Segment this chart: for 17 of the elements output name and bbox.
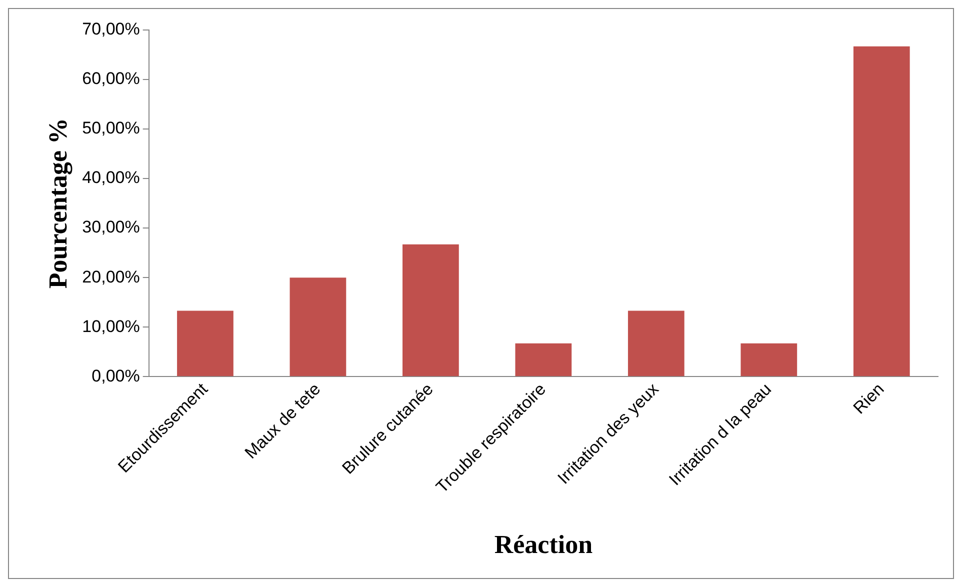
- y-axis-title: Pourcentage %: [43, 118, 72, 289]
- y-tick-label: 60,00%: [82, 69, 140, 88]
- bar: [628, 310, 684, 376]
- y-tick-label: 70,00%: [82, 20, 140, 39]
- y-tick-label: 40,00%: [82, 168, 140, 188]
- y-tick-label: 50,00%: [82, 118, 140, 138]
- bar: [177, 310, 234, 376]
- bar: [515, 343, 572, 376]
- x-axis-title: Réaction: [494, 530, 594, 560]
- y-tick-label: 30,00%: [82, 218, 140, 237]
- y-tick-label: 20,00%: [82, 267, 140, 286]
- bar: [853, 46, 910, 376]
- bar: [402, 244, 459, 376]
- bar: [740, 343, 798, 376]
- bar: [290, 278, 346, 376]
- y-tick-label: 10,00%: [82, 316, 140, 336]
- y-tick-label: 0,00%: [92, 366, 140, 386]
